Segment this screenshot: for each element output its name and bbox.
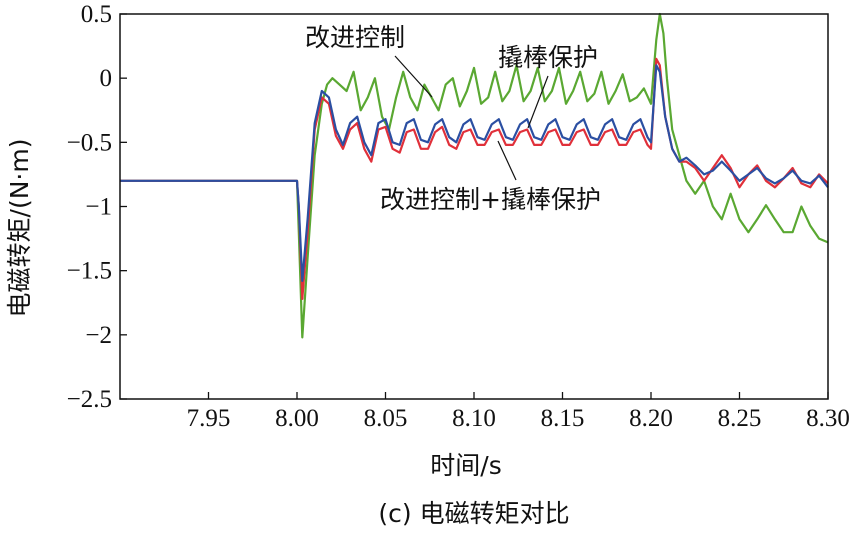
x-tick-label: 8.00 <box>275 405 319 432</box>
series-line-1 <box>120 12 829 339</box>
y-tick-label: −2.5 <box>67 386 112 413</box>
x-tick-label: 8.25 <box>718 405 762 432</box>
x-tick-label: 8.30 <box>806 405 850 432</box>
annotation-crowbar-protection: 撬棒保护 <box>498 43 598 72</box>
x-tick-label: 8.10 <box>452 405 496 432</box>
y-tick-label: 0 <box>100 65 113 92</box>
x-tick-label: 8.20 <box>629 405 673 432</box>
series-line-3 <box>120 64 829 282</box>
y-tick-label: 0.5 <box>81 1 112 28</box>
annotation-improved-control: 改进控制 <box>305 23 405 52</box>
y-tick-label: −0.5 <box>67 129 112 156</box>
annotation-improved-plus-crowbar-leader <box>497 140 517 181</box>
x-tick-label: 8.15 <box>541 405 585 432</box>
y-axis-label: 电磁转矩/(N·m) <box>5 139 34 318</box>
figure-caption: (c) 电磁转矩对比 <box>378 499 569 528</box>
y-tick-label: −1 <box>85 194 112 221</box>
series-layer <box>120 12 829 339</box>
x-tick-label: 7.95 <box>187 405 231 432</box>
series-line-2 <box>120 57 829 300</box>
y-tick-label: −1.5 <box>67 258 112 285</box>
annotation-improved-control-leader <box>394 55 433 98</box>
annotation-improved-plus-crowbar: 改进控制+撬棒保护 <box>380 185 601 214</box>
annotation-crowbar-protection-leader <box>527 75 549 129</box>
ticks-layer: 7.95 8.00 8.05 8.10 8.15 8.20 8.25 8.30 0.5 0 −0.5… <box>67 1 850 432</box>
y-tick-label: −2 <box>85 322 112 349</box>
x-axis-label: 时间/s <box>430 451 501 480</box>
x-tick-label: 8.05 <box>364 405 408 432</box>
